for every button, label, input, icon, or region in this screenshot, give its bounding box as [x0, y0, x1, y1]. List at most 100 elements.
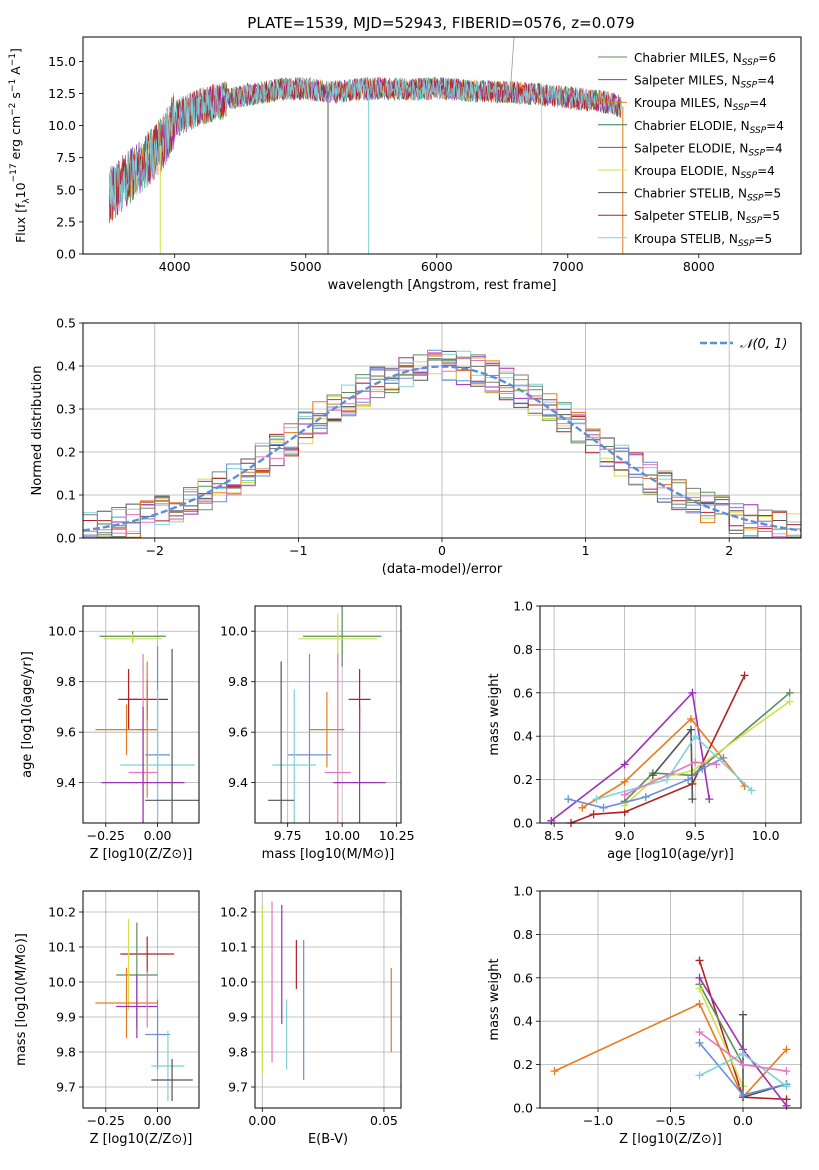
- x-tick-label: −1: [289, 543, 307, 558]
- axes-frame: [82, 36, 802, 255]
- x-tick-label: −0.5: [655, 1113, 685, 1128]
- x-tick-label: −2: [146, 543, 164, 558]
- x-tick-label: 0.00: [144, 1113, 172, 1128]
- y-tick-label: 10.1: [220, 940, 248, 955]
- series-marker: [564, 795, 573, 804]
- legend-label: Kroupa MILES, NSSP=4: [634, 96, 767, 113]
- y-tick-label: 9.6: [228, 725, 248, 740]
- axes-frame: [539, 605, 802, 824]
- x-tick-label: 5000: [290, 259, 322, 274]
- axes-frame: [82, 890, 200, 1109]
- y-tick-label: 9.6: [56, 725, 76, 740]
- series-marker: [782, 1045, 791, 1054]
- series-marker: [747, 786, 756, 795]
- y-tick-label: 0.2: [513, 772, 533, 787]
- y-tick-label: 0.0: [56, 247, 76, 262]
- series-marker: [739, 1049, 747, 1058]
- errorbar-point: [101, 706, 185, 823]
- x-tick-label: 0.00: [248, 1113, 276, 1128]
- y-axis-label: age [log10(age/yr)]: [20, 651, 35, 778]
- series-marker: [648, 771, 657, 780]
- series-marker: [620, 777, 629, 786]
- series-line: [596, 734, 753, 800]
- y-tick-label: 0.3: [56, 402, 76, 417]
- y-axis-label: Normed distribution: [30, 366, 45, 496]
- y-tick-label: 0.4: [513, 1014, 533, 1029]
- series-marker: [684, 775, 693, 784]
- y-tick-label: 0.0: [513, 1101, 533, 1116]
- series-marker: [686, 725, 695, 734]
- x-tick-label: 9.75: [274, 828, 302, 843]
- x-tick-label: 1: [582, 543, 590, 558]
- y-tick-label: 5.0: [56, 182, 76, 197]
- series-line: [652, 727, 694, 800]
- gaussian-curve: [82, 365, 802, 532]
- series-marker: [620, 760, 629, 769]
- x-tick-label: 8000: [683, 259, 715, 274]
- y-tick-label: 10.0: [220, 624, 248, 639]
- axes-frame: [82, 605, 200, 824]
- series-marker: [785, 688, 794, 697]
- errorbar-point: [324, 653, 351, 823]
- x-tick-label: 6000: [421, 259, 453, 274]
- series-marker: [620, 790, 629, 799]
- series-marker: [691, 758, 700, 767]
- y-tick-label: 7.5: [56, 150, 76, 165]
- spectrum-series-line: [108, 76, 622, 221]
- y-tick-label: 10.0: [48, 975, 76, 990]
- y-tick-label: 1.0: [513, 599, 533, 614]
- errorbar-point: [120, 689, 195, 823]
- series-marker: [740, 671, 749, 680]
- errorbar-point: [268, 661, 295, 823]
- series-marker: [688, 795, 697, 804]
- y-tick-label: 1.0: [513, 884, 533, 899]
- y-tick-label: 15.0: [48, 54, 76, 69]
- x-tick-label: 10.00: [324, 828, 360, 843]
- series-marker: [592, 795, 601, 804]
- legend-label: Chabrier STELIB, NSSP=5: [634, 187, 781, 204]
- x-axis-label: Z [log10(Z/Z⊙)]: [90, 847, 193, 862]
- series-marker: [599, 803, 608, 812]
- y-tick-label: 0.4: [513, 729, 533, 744]
- x-tick-label: 2: [725, 543, 733, 558]
- y-tick-label: 10.2: [48, 905, 76, 920]
- legend-label: Chabrier ELODIE, NSSP=4: [634, 119, 784, 136]
- figure-title: PLATE=1539, MJD=52943, FIBERID=0576, z=0…: [247, 14, 634, 32]
- residual-histogram: [83, 356, 801, 536]
- legend-label: Salpeter STELIB, NSSP=5: [634, 209, 780, 226]
- x-tick-label: 0.0: [733, 1113, 753, 1128]
- y-tick-label: 10.2: [220, 905, 248, 920]
- series-marker: [705, 795, 714, 804]
- series-marker: [686, 714, 695, 723]
- y-tick-label: 0.5: [56, 316, 76, 331]
- series-marker: [695, 999, 704, 1008]
- series-marker: [782, 1067, 791, 1076]
- series-line: [624, 700, 791, 807]
- x-tick-label: −1.0: [583, 1113, 613, 1128]
- y-axis-label: mass weight: [487, 958, 502, 1040]
- x-axis-label: wavelength [Angstrom, rest frame]: [328, 278, 557, 293]
- errorbar-point: [309, 691, 345, 768]
- series-marker: [739, 1010, 747, 1019]
- errorbar-point: [151, 1059, 193, 1101]
- y-axis-label: mass weight: [487, 673, 502, 755]
- series-marker: [662, 775, 671, 784]
- legend-label: Chabrier MILES, NSSP=6: [634, 51, 776, 68]
- y-tick-label: 0.0: [56, 531, 76, 546]
- x-tick-label: 10.0: [752, 828, 780, 843]
- series-marker: [782, 1082, 791, 1091]
- x-tick-label: −0.25: [87, 828, 125, 843]
- x-tick-label: 0: [438, 543, 446, 558]
- series-marker: [698, 764, 707, 773]
- y-tick-label: 0.4: [56, 359, 76, 374]
- errorbar-point: [103, 633, 162, 644]
- y-tick-label: 10.0: [220, 975, 248, 990]
- errorbar-point: [302, 606, 382, 667]
- y-tick-label: 9.7: [56, 1080, 76, 1095]
- axes-frame: [539, 890, 802, 1109]
- spectrum-emission-line: [509, 36, 515, 94]
- series-marker: [695, 1028, 704, 1037]
- series-marker: [589, 810, 598, 819]
- y-tick-label: 10.0: [48, 118, 76, 133]
- x-axis-label: age [log10(age/yr)]: [607, 847, 734, 862]
